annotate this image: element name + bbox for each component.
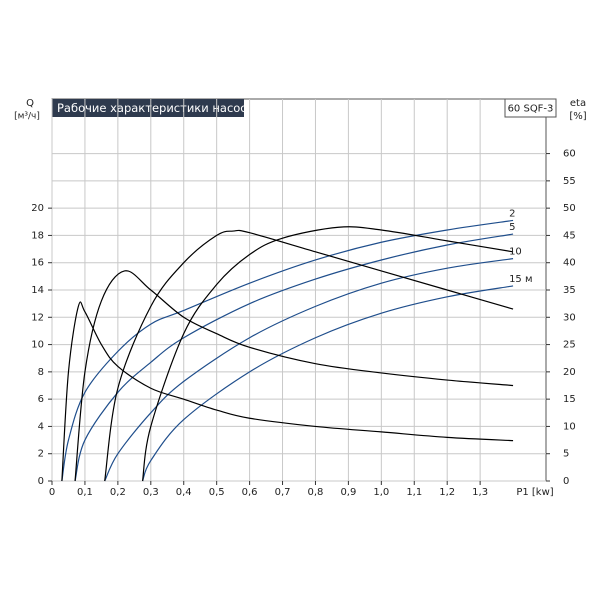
x-tick-label: 0,9 bbox=[340, 487, 356, 498]
y2-tick-label: 35 bbox=[563, 285, 576, 296]
y2-tick-label: 20 bbox=[563, 367, 576, 378]
series-label: 2 bbox=[509, 208, 515, 219]
x-tick-label: 1,3 bbox=[472, 487, 488, 498]
curves bbox=[61, 219, 514, 482]
grid bbox=[51, 99, 546, 482]
x-tick-label: 0,7 bbox=[275, 487, 291, 498]
curve bbox=[61, 301, 514, 482]
y-tick-label: 6 bbox=[38, 394, 44, 405]
y2-tick-label: 50 bbox=[563, 203, 576, 214]
y-tick-label: 20 bbox=[31, 203, 44, 214]
curve bbox=[104, 229, 514, 482]
y-tick-label: 10 bbox=[31, 340, 44, 351]
series-label: 10 bbox=[509, 247, 522, 258]
y-tick-label: 0 bbox=[38, 476, 44, 487]
curve bbox=[141, 226, 514, 482]
x-tick-label: 1,2 bbox=[439, 487, 455, 498]
x-tick-label: 0 bbox=[49, 487, 55, 498]
x-tick-label: 1,0 bbox=[373, 487, 389, 498]
y2-tick-label: 25 bbox=[563, 340, 576, 351]
x-tick-label: 0,6 bbox=[242, 487, 258, 498]
y2-tick-label: 10 bbox=[563, 421, 576, 432]
y-tick-label: 18 bbox=[31, 230, 44, 241]
series-label: 15 м bbox=[509, 274, 532, 285]
y2-tick-label: 45 bbox=[563, 230, 576, 241]
y2-tick-label: 5 bbox=[563, 449, 569, 460]
y2-tick-label: 60 bbox=[563, 149, 576, 160]
y2-tick-label: 30 bbox=[563, 312, 576, 323]
y-tick-label: 14 bbox=[31, 285, 44, 296]
x-tick-label: 1,1 bbox=[406, 487, 422, 498]
y-tick-label: 2 bbox=[38, 449, 44, 460]
x-tick-label: 0,5 bbox=[209, 487, 225, 498]
y2-tick-label: 15 bbox=[563, 394, 576, 405]
x-axis-label: P1 [kw] bbox=[516, 487, 553, 498]
title-box bbox=[52, 99, 244, 117]
y-axis-unit: [м³/ч] bbox=[14, 112, 40, 122]
curve bbox=[142, 285, 514, 482]
y2-axis-label: eta bbox=[570, 98, 586, 109]
y-tick-label: 4 bbox=[38, 421, 44, 432]
y-axis-label: Q bbox=[26, 98, 34, 109]
chart-title: Рабочие характеристики насоса bbox=[57, 101, 254, 115]
series-label: 5 bbox=[509, 222, 515, 233]
y-tick-label: 12 bbox=[31, 312, 44, 323]
x-tick-label: 0,4 bbox=[176, 487, 192, 498]
x-tick-label: 0,8 bbox=[308, 487, 324, 498]
model-label: 60 SQF-3 bbox=[508, 104, 554, 115]
y-tick-label: 8 bbox=[38, 367, 44, 378]
y-tick-label: 16 bbox=[31, 258, 44, 269]
x-tick-label: 0,1 bbox=[77, 487, 93, 498]
curve bbox=[74, 270, 514, 482]
model-box bbox=[504, 98, 557, 118]
x-tick-label: 0,2 bbox=[110, 487, 126, 498]
y2-tick-label: 55 bbox=[563, 176, 576, 187]
y2-tick-label: 0 bbox=[563, 476, 569, 487]
curve bbox=[61, 219, 514, 482]
x-tick-label: 0,3 bbox=[143, 487, 159, 498]
curve bbox=[104, 258, 514, 482]
y2-tick-label: 40 bbox=[563, 258, 576, 269]
curve bbox=[74, 233, 514, 482]
y2-axis-unit: [%] bbox=[569, 111, 586, 122]
